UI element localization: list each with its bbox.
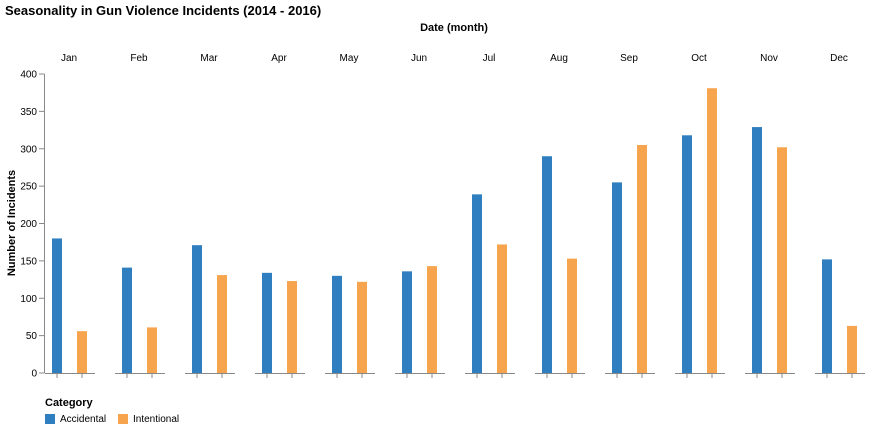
month-label: Aug [550,53,568,64]
legend-label: Intentional [133,414,179,425]
month-label: May [340,53,359,64]
bar-accidental-nov [752,127,762,373]
bar-intentional-jan [77,331,87,373]
month-panel-jul: Jul [465,53,515,378]
bar-accidental-jan [52,238,62,373]
y-tick-label: 300 [20,144,37,155]
month-label: Sep [620,53,638,64]
bar-intentional-nov [777,147,787,373]
month-panel-dec: Dec [815,53,865,378]
bar-accidental-mar [192,245,202,373]
legend-swatch [118,414,128,424]
column-title: Date (month) [420,22,488,34]
bar-accidental-jun [402,271,412,373]
y-tick-label: 150 [20,256,37,267]
month-label: Feb [130,53,148,64]
month-label: Dec [830,53,848,64]
bar-intentional-may [357,281,367,373]
bar-intentional-oct [707,88,717,373]
bar-intentional-jun [427,266,437,373]
month-label: Jun [411,53,427,64]
bar-intentional-sep [637,145,647,373]
bar-intentional-mar [217,275,227,373]
chart-title: Seasonality in Gun Violence Incidents (2… [5,3,321,18]
y-tick-label: 350 [20,107,37,118]
y-tick-label: 250 [20,182,37,193]
month-label: Jan [61,53,77,64]
month-panel-sep: Sep [605,53,655,378]
y-tick-label: 200 [20,219,37,230]
month-panel-mar: Mar [185,53,235,378]
bar-intentional-jul [497,244,507,373]
month-panel-oct: Oct [675,53,725,378]
month-label: Oct [691,53,707,64]
bar-accidental-may [332,275,342,373]
month-panel-feb: Feb [115,53,165,378]
legend-item-intentional: Intentional [118,414,179,425]
month-label: Apr [271,53,287,64]
month-panel-jun: Jun [395,53,445,378]
y-tick-label: 400 [20,70,37,81]
bar-intentional-feb [147,327,157,373]
bar-intentional-apr [287,281,297,373]
y-tick-label: 50 [26,331,38,342]
legend-swatch [45,414,55,424]
month-label: Nov [760,53,778,64]
bar-accidental-aug [542,156,552,373]
month-panel-may: May [325,53,375,378]
y-tick-label: 100 [20,294,37,305]
y-axis: 0 50 100 150 200 250 300 350 400 [20,70,45,380]
bar-accidental-jul [472,194,482,373]
y-tick-label: 0 [31,369,37,380]
y-axis-title: Number of Incidents [6,170,18,276]
month-panels: Jan Feb Mar Apr May Jun Jul Aug Sep Oct Nov Dec [45,53,865,378]
month-panel-nov: Nov [745,53,795,378]
bar-intentional-dec [847,325,857,373]
legend-item-accidental: Accidental [45,414,106,425]
legend-label: Accidental [60,414,106,425]
legend-items: Accidental Intentional [45,414,179,425]
bar-accidental-feb [122,267,132,373]
bar-accidental-oct [682,135,692,373]
bar-intentional-aug [567,258,577,373]
bar-accidental-sep [612,182,622,373]
month-label: Mar [200,53,218,64]
month-panel-jan: Jan [45,53,95,378]
bar-accidental-dec [822,259,832,373]
month-panel-aug: Aug [535,53,585,378]
legend: Category Accidental Intentional [45,397,179,425]
month-panel-apr: Apr [255,53,305,378]
month-label: Jul [483,53,496,64]
bar-accidental-apr [262,272,272,373]
legend-title: Category [45,397,94,409]
